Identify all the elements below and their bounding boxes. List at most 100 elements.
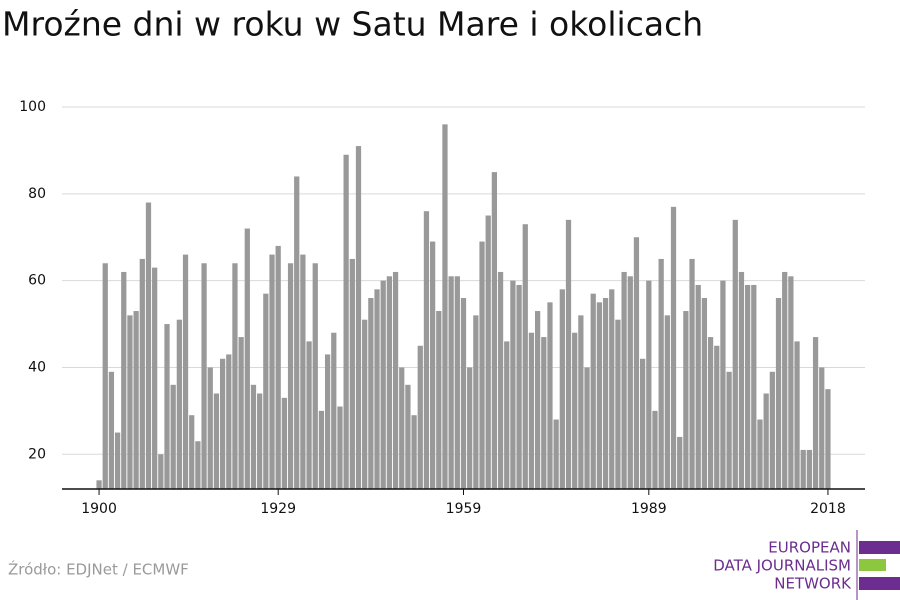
bar [133,311,139,489]
bar [726,371,732,489]
bar [615,319,621,489]
bar [423,211,430,489]
bar [522,224,528,490]
bar [127,315,133,489]
bar [281,397,287,489]
bar [596,302,603,489]
logo-bar [859,541,900,554]
bar [294,176,300,490]
bar [782,271,788,489]
source: Źródło: EDJNet / ECMWF [8,560,189,579]
bar [417,345,423,489]
bar [621,271,627,489]
bar [640,358,646,489]
bar [689,258,695,489]
bar [312,263,318,489]
bar [633,237,640,489]
bar [195,441,201,489]
bar [121,271,127,489]
bar [355,146,362,489]
bar [473,315,479,489]
bar [362,319,368,489]
bar [677,436,683,489]
bar [695,284,701,489]
y-tick-label: 80 [28,186,46,202]
x-tick-label: 1959 [446,501,482,517]
bar [738,271,745,489]
bar [497,271,504,489]
bar [806,449,813,489]
bar [436,311,442,489]
bar [337,406,343,489]
bar [448,276,454,489]
logo: EUROPEAN DATA JOURNALISM NETWORK [713,539,852,593]
bar [504,341,510,489]
bar [565,219,572,489]
bar [368,298,374,489]
bar [257,393,263,489]
bar [745,284,751,489]
bar [189,415,195,489]
bar [491,172,498,489]
bar [287,263,294,489]
bar [707,337,714,489]
logo-text: EUROPEAN [768,539,851,557]
bar [683,311,689,489]
bar [646,280,652,489]
bar [701,298,708,489]
bar [609,289,615,489]
bar [553,419,559,489]
logo-bar [859,577,900,590]
y-tick-label: 60 [28,273,46,289]
bar [139,258,145,489]
bar [380,280,386,489]
bar [429,241,436,489]
bar [794,341,800,489]
x-tick-label: 2018 [810,501,846,517]
bar [96,480,102,489]
bar [516,284,522,489]
bar [411,415,417,489]
bar [541,337,547,489]
x-tick-label: 1989 [631,501,667,517]
bar [534,311,541,489]
bar [300,254,306,489]
bar [343,154,349,489]
bar [788,276,794,489]
bar [158,454,164,489]
chart-title: Mroźne dni w roku w Satu Mare i okolicac… [2,5,703,44]
bar [392,271,399,489]
bar [108,371,115,489]
bar [775,298,782,489]
y-tick-label: 20 [28,446,46,462]
bar [658,258,664,489]
bar [275,245,281,489]
bar [664,315,670,489]
bar [306,341,312,489]
bar [324,354,331,489]
x-tick-label: 1929 [260,501,296,517]
bar [170,384,176,489]
bar [751,284,757,489]
bar [318,410,325,489]
bar [331,332,337,489]
logo-text: DATA JOURNALISM [713,557,851,575]
bar [232,263,238,489]
bar [720,280,726,489]
bar [825,389,831,489]
bar [152,267,158,489]
bar [602,298,609,489]
bar [547,302,553,489]
bar [559,289,565,489]
bar [460,298,467,489]
bar [763,393,769,489]
bar [399,367,405,489]
bar [528,332,535,489]
bar [176,319,182,489]
bar [652,410,658,489]
bar [201,263,207,489]
bar [226,354,232,489]
logo-text: NETWORK [774,575,852,593]
bar [479,241,485,489]
